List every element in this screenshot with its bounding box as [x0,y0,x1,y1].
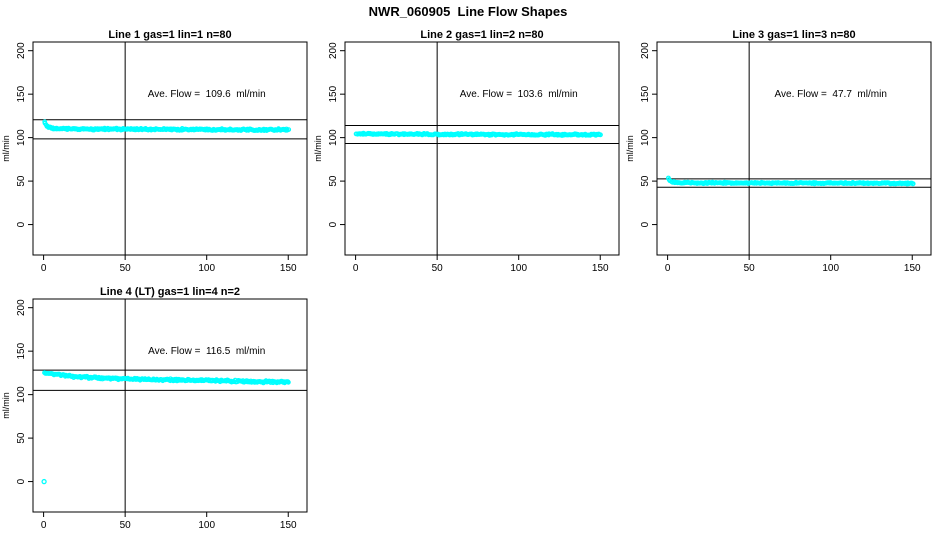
subplot-line-4: Line 4 (LT) gas=1 lin=4 n=2 0 50 100 150 0 50… [0,283,312,541]
y-tick-label: 0 [16,221,27,227]
subplot-line-3-plot: 0 50 100 150 0 50 100 150 200 ml/min Ave. Flow = 4… [625,41,932,274]
avg-flow-annotation: Ave. Flow = 103.6 ml/min [460,89,578,100]
subplot-line-3-title: Line 3 gas=1 lin=3 n=80 [732,29,856,41]
y-tick-label: 0 [328,221,339,227]
data-point [286,127,292,132]
data-point [598,132,603,138]
x-tick-label: 100 [198,263,215,274]
y-tick-label: 100 [16,386,27,403]
y-axis: 0 50 100 150 200 [16,299,33,484]
subplot-line-2-plot: 0 50 100 150 0 50 100 150 200 ml/min Ave. Flow = 1… [313,41,620,274]
y-axis-title: ml/min [1,392,11,419]
data-points [353,130,603,138]
x-tick-label: 0 [665,263,671,274]
y-tick-label: 150 [328,85,339,102]
data-points [42,119,292,133]
plot-box [32,41,308,256]
x-tick-label: 0 [41,263,47,274]
y-tick-label: 0 [16,478,27,484]
avg-flow-annotation: Ave. Flow = 116.5 ml/min [148,346,265,357]
x-tick-label: 0 [41,520,47,531]
y-tick-label: 0 [640,221,651,227]
x-tick-label: 50 [432,263,444,274]
plot-box [32,298,308,513]
x-axis: 0 50 100 150 [353,255,609,274]
x-tick-label: 150 [280,263,297,274]
y-tick-label: 100 [16,129,27,146]
y-tick-label: 100 [640,129,651,146]
subplot-line-1-plot: 0 50 100 150 0 50 100 150 200 ml/min Ave. Flow = 1… [1,41,308,274]
subplot-line-1: Line 1 gas=1 lin=1 n=80 0 50 100 150 0 50 100 1… [0,26,312,284]
data-point [286,379,291,385]
y-axis: 0 50 100 150 200 [16,42,33,227]
x-tick-label: 100 [198,520,215,531]
outlier-point [41,478,47,485]
x-tick-label: 50 [120,520,132,531]
data-points [666,175,916,187]
avg-flow-annotation: Ave. Flow = 109.6 ml/min [148,89,266,100]
x-tick-label: 150 [904,263,921,274]
subplot-line-4-title: Line 4 (LT) gas=1 lin=4 n=2 [99,286,241,298]
subplot-line-2-title: Line 2 gas=1 lin=2 n=80 [420,29,544,41]
y-tick-label: 200 [16,299,27,316]
x-tick-label: 150 [592,263,609,274]
y-tick-label: 100 [328,129,339,146]
y-tick-label: 50 [16,432,27,444]
y-axis-title: ml/min [1,135,11,162]
y-tick-label: 50 [640,175,651,187]
subplot-line-4-plot: 0 50 100 150 0 50 100 150 200 ml/min Ave. Flow = 1… [1,298,308,531]
y-axis-title: ml/min [313,135,323,162]
y-tick-label: 50 [328,175,339,187]
avg-flow-annotation: Ave. Flow = 47.7 ml/min [775,89,887,100]
x-axis: 0 50 100 150 [41,512,297,531]
plot-box [344,41,620,256]
y-axis-title: ml/min [625,135,635,162]
y-tick-label: 200 [640,42,651,59]
data-points [41,370,291,485]
plot-box [656,41,932,256]
x-tick-label: 100 [510,263,527,274]
y-axis: 0 50 100 150 200 [640,42,657,227]
data-point [910,181,916,187]
y-axis: 0 50 100 150 200 [328,42,345,227]
subplot-line-1-title: Line 1 gas=1 lin=1 n=80 [108,29,232,41]
y-tick-label: 200 [16,42,27,59]
figure-title: NWR_060905 Line Flow Shapes [368,4,568,19]
y-tick-label: 50 [16,175,27,187]
y-tick-label: 150 [16,85,27,102]
y-tick-label: 150 [640,85,651,102]
y-tick-label: 200 [328,42,339,59]
x-tick-label: 0 [353,263,359,274]
subplot-line-2: Line 2 gas=1 lin=2 n=80 0 50 100 150 0 50 100 1… [312,26,624,284]
x-tick-label: 50 [120,263,132,274]
subplot-line-3: Line 3 gas=1 lin=3 n=80 0 50 100 150 0 50 100 1… [624,26,936,284]
x-axis: 0 50 100 150 [665,255,921,274]
x-tick-label: 100 [822,263,839,274]
x-axis: 0 50 100 150 [41,255,297,274]
x-tick-label: 150 [280,520,297,531]
x-tick-label: 50 [744,263,756,274]
y-tick-label: 150 [16,342,27,359]
